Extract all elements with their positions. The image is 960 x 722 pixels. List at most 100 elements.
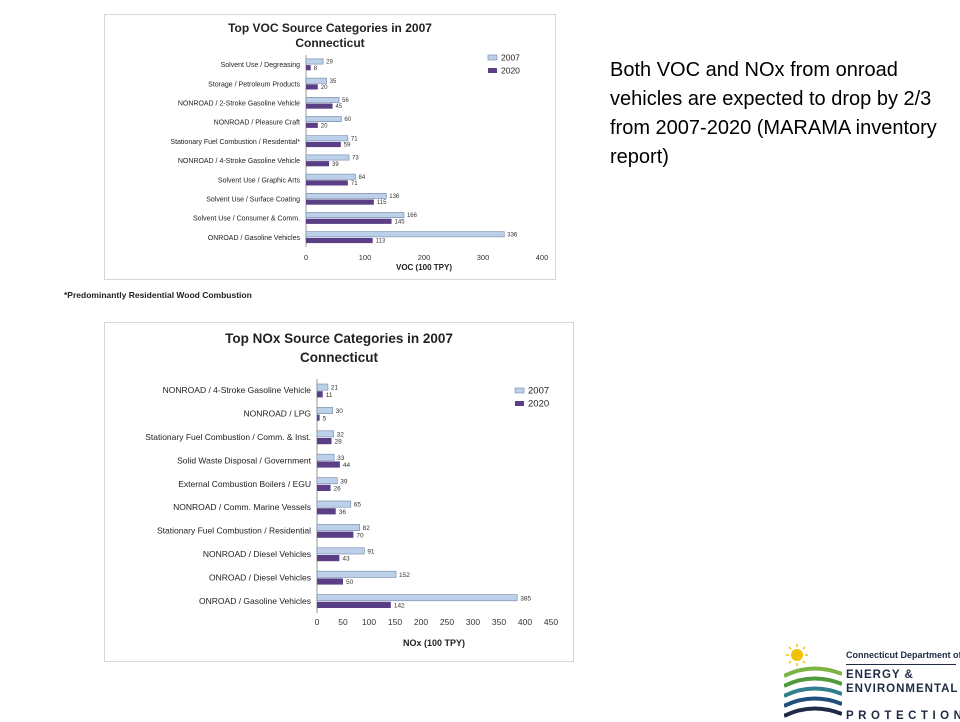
nox-bar-2007 <box>316 453 335 461</box>
voc-data-label: 20 <box>321 123 328 129</box>
nox-data-label: 385 <box>520 595 531 602</box>
voc-bar-2007 <box>305 116 342 122</box>
voc-data-label: 35 <box>330 79 337 85</box>
nox-bar-2007 <box>316 594 518 602</box>
nox-category-label: ONROAD / Diesel Vehicles <box>209 572 311 582</box>
nox-bar-2007 <box>316 547 365 555</box>
nox-x-tick-label: 400 <box>518 617 532 627</box>
nox-x-tick-label: 200 <box>414 617 428 627</box>
logo-energy-text: ENERGY & <box>846 669 914 681</box>
nox-bar-2020 <box>317 391 323 398</box>
nox-category-label: NONROAD / Comm. Marine Vessels <box>173 502 311 512</box>
voc-bar-2007 <box>305 231 505 238</box>
voc-category-label: Storage / Petroleum Products <box>208 81 300 88</box>
voc-category-label: Solvent Use / Consumer & Comm. <box>193 216 300 223</box>
voc-bar-2007 <box>305 154 350 161</box>
voc-data-label: 145 <box>395 219 406 225</box>
nox-bar-2007 <box>316 524 360 531</box>
voc-data-label: 336 <box>507 232 518 238</box>
nox-category-label: Stationary Fuel Combustion / Residential <box>157 526 311 536</box>
voc-bar-2007 <box>305 77 327 84</box>
voc-bar-2020 <box>306 237 373 244</box>
nox-bar-2007 <box>316 383 329 391</box>
voc-x-tick-label: 400 <box>536 253 549 262</box>
voc-bar-2020 <box>306 161 330 167</box>
nox-bar-2020 <box>317 414 320 421</box>
nox-x-tick-label: 300 <box>466 617 480 627</box>
voc-bar-2007 <box>305 58 324 65</box>
voc-data-label: 166 <box>407 213 418 219</box>
nox-category-label: Stationary Fuel Combustion / Comm. & Ins… <box>145 432 311 442</box>
voc-data-label: 20 <box>321 85 328 91</box>
nox-bar-2007 <box>316 477 338 485</box>
nox-x-tick-label: 250 <box>440 617 454 627</box>
nox-legend-label: 2020 <box>528 399 549 410</box>
voc-footnote: *Predominantly Residential Wood Combusti… <box>64 290 252 300</box>
logo-department-text: Connecticut Department of <box>846 650 960 660</box>
nox-data-label: 32 <box>337 432 345 439</box>
voc-category-label: NONROAD / 4-Stroke Gasoline Vehicle <box>178 158 300 165</box>
slide-body-text: Both VOC and NOx from onroad vehicles ar… <box>610 59 937 168</box>
voc-legend-label: 2020 <box>501 66 520 76</box>
voc-data-label: 115 <box>377 200 387 206</box>
deep-logo: Connecticut Department of ENERGY & ENVIR… <box>784 642 960 722</box>
voc-category-label: Solvent Use / Degreasing <box>221 62 300 69</box>
nox-chart-subtitle: Connecticut <box>299 350 378 365</box>
nox-category-label: ONROAD / Gasoline Vehicles <box>199 596 311 606</box>
nox-data-label: 39 <box>340 478 348 485</box>
nox-x-tick-label: 450 <box>544 617 558 627</box>
voc-data-label: 71 <box>351 136 358 142</box>
voc-x-tick-label: 0 <box>304 253 308 262</box>
voc-bar-2007 <box>305 173 356 180</box>
nox-data-label: 30 <box>336 408 344 415</box>
voc-bar-2020 <box>306 103 333 109</box>
voc-category-label: Solvent Use / Graphic Arts <box>218 177 301 184</box>
nox-bar-2020 <box>317 484 331 491</box>
nox-category-label: Solid Waste Disposal / Government <box>177 455 311 465</box>
voc-data-label: 39 <box>332 162 339 168</box>
nox-category-label: External Combustion Boilers / EGU <box>178 479 311 489</box>
voc-data-label: 59 <box>344 143 351 149</box>
nox-data-label: 11 <box>326 392 333 399</box>
voc-bar-2020 <box>306 141 341 148</box>
voc-data-label: 60 <box>344 117 351 123</box>
nox-bar-2020 <box>317 508 336 515</box>
nox-x-tick-label: 150 <box>388 617 402 627</box>
voc-x-tick-label: 300 <box>477 253 490 262</box>
voc-data-label: 84 <box>359 175 366 181</box>
voc-bar-2007 <box>305 193 387 199</box>
nox-data-label: 142 <box>394 603 405 610</box>
nox-chart-title: Top NOx Source Categories in 2007 <box>225 331 453 346</box>
voc-data-label: 56 <box>342 98 349 104</box>
nox-bar-2007 <box>316 500 352 508</box>
voc-data-label: 136 <box>389 194 400 200</box>
voc-chart-subtitle: Connecticut <box>295 36 365 50</box>
voc-bar-2007 <box>305 97 340 103</box>
nox-bar-2007 <box>316 570 397 578</box>
deep-logo-mark-icon <box>784 644 842 718</box>
nox-data-label: 91 <box>367 549 375 556</box>
nox-category-label: NONROAD / 4-Stroke Gasoline Vehicle <box>163 385 312 395</box>
voc-x-tick-label: 100 <box>359 253 372 262</box>
logo-protection-text: PROTECTION <box>846 710 960 722</box>
voc-legend-swatch-2020 <box>488 68 497 73</box>
nox-legend-label: 2007 <box>528 386 549 397</box>
nox-bar-2020 <box>317 578 343 585</box>
voc-bar-2020 <box>306 199 374 205</box>
voc-data-label: 113 <box>376 239 386 245</box>
nox-bar-2020 <box>317 555 340 562</box>
voc-category-label: Stationary Fuel Combustion / Residential… <box>170 139 300 146</box>
voc-data-label: 29 <box>326 60 333 66</box>
logo-environmental-text: ENVIRONMENTAL <box>846 683 959 695</box>
voc-data-label: 45 <box>336 104 343 110</box>
nox-data-label: 50 <box>346 579 354 586</box>
nox-data-label: 36 <box>339 509 347 516</box>
voc-bar-2020 <box>306 84 318 90</box>
nox-bar-2020 <box>317 461 340 468</box>
voc-x-tick-label: 200 <box>418 253 431 262</box>
voc-bar-2020 <box>306 65 311 71</box>
voc-legend-label: 2007 <box>501 53 520 63</box>
voc-category-label: ONROAD / Gasoline Vehicles <box>208 235 301 242</box>
nox-bar-2020 <box>317 601 391 608</box>
logo-divider <box>846 664 956 665</box>
